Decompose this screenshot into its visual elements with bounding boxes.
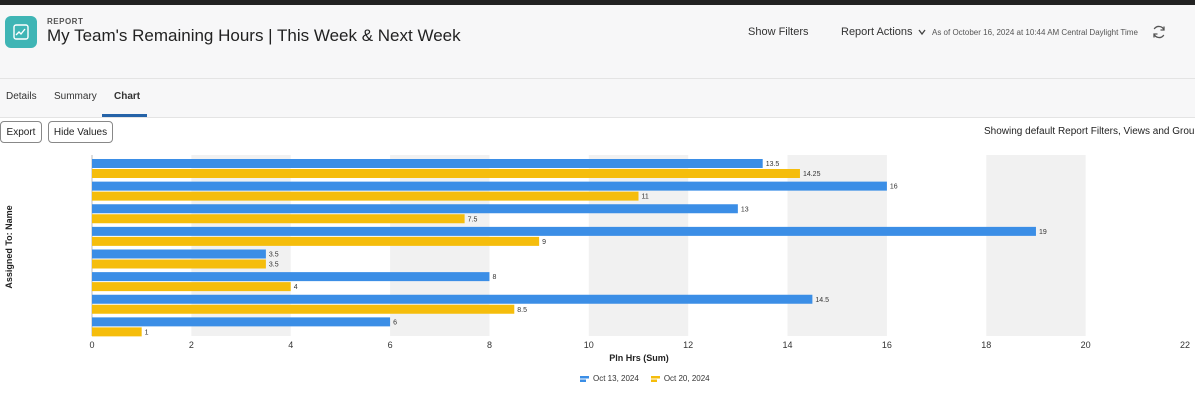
bar-series2 bbox=[92, 236, 540, 246]
x-tick-label: 6 bbox=[388, 340, 393, 350]
bar-series1 bbox=[92, 272, 490, 282]
legend-label-series1: Oct 13, 2024 bbox=[593, 374, 639, 383]
top-bar bbox=[0, 0, 1195, 5]
report-actions-button[interactable]: Report Actions bbox=[841, 26, 927, 38]
refresh-icon[interactable] bbox=[1151, 24, 1167, 40]
y-axis-title: Assigned To: Name bbox=[4, 205, 14, 288]
legend-item-series2[interactable]: Oct 20, 2024 bbox=[650, 374, 710, 383]
x-tick-label: 20 bbox=[1081, 340, 1091, 350]
bar-value-label: 3.5 bbox=[269, 252, 279, 259]
tab-chart[interactable]: Chart bbox=[114, 91, 141, 102]
legend-swatch-icon bbox=[650, 375, 660, 382]
default-filters-note: Showing default Report Filters, Views an… bbox=[984, 126, 1195, 137]
bar-value-label: 16 bbox=[890, 184, 898, 191]
bar-value-label: 8 bbox=[492, 274, 496, 281]
tab-details[interactable]: Details bbox=[6, 91, 37, 102]
tab-summary[interactable]: Summary bbox=[54, 91, 97, 102]
export-button[interactable]: Export bbox=[0, 121, 42, 143]
bar-value-label: 8.5 bbox=[517, 307, 527, 314]
legend-label-series2: Oct 20, 2024 bbox=[663, 374, 710, 383]
chart-legend: Oct 13, 2024 Oct 20, 2024 bbox=[580, 374, 710, 383]
bar-value-label: 13 bbox=[741, 206, 749, 213]
bar-value-label: 7.5 bbox=[468, 216, 478, 223]
x-tick-label: 4 bbox=[288, 340, 293, 350]
bar-series1 bbox=[92, 181, 887, 191]
x-tick-label: 12 bbox=[683, 340, 693, 350]
bar-value-label: 14.5 bbox=[815, 297, 829, 304]
legend-swatch-icon bbox=[580, 375, 589, 382]
bar-series2 bbox=[92, 191, 639, 201]
legend-item-series1[interactable]: Oct 13, 2024 bbox=[580, 374, 639, 383]
bar-value-label: 19 bbox=[1039, 229, 1047, 236]
bar-value-label: 1 bbox=[145, 329, 149, 336]
bar-series1 bbox=[92, 317, 391, 327]
bar-series1 bbox=[92, 294, 813, 304]
bar-series2 bbox=[92, 169, 800, 178]
x-tick-label: 16 bbox=[882, 340, 892, 350]
chevron-down-icon bbox=[918, 29, 926, 36]
x-tick-label: 8 bbox=[487, 340, 492, 350]
grid-band bbox=[986, 155, 1086, 336]
x-tick-label: 0 bbox=[89, 340, 94, 350]
bar-series2 bbox=[92, 282, 291, 292]
bar-value-label: 14.25 bbox=[803, 171, 821, 178]
bar-value-label: 13.5 bbox=[766, 161, 780, 168]
report-actions-label: Report Actions bbox=[841, 26, 913, 38]
hide-values-button[interactable]: Hide Values bbox=[48, 121, 113, 143]
x-tick-label: 14 bbox=[783, 340, 793, 350]
active-tab-indicator bbox=[102, 114, 147, 117]
bar-series2 bbox=[92, 304, 515, 314]
show-filters-button[interactable]: Show Filters bbox=[748, 26, 809, 38]
bar-series1 bbox=[92, 249, 266, 259]
bar-series2 bbox=[92, 214, 465, 224]
x-tick-label: 18 bbox=[981, 340, 991, 350]
report-chart-icon bbox=[5, 16, 37, 48]
bar-series1 bbox=[92, 159, 763, 168]
bar-value-label: 6 bbox=[393, 319, 397, 326]
report-kicker: REPORT bbox=[47, 17, 84, 26]
bar-series2 bbox=[92, 327, 142, 337]
bar-value-label: 9 bbox=[542, 239, 546, 246]
bar-series2 bbox=[92, 259, 266, 269]
page-title: My Team's Remaining Hours | This Week & … bbox=[47, 26, 461, 45]
report-tabs: Details Summary Chart bbox=[0, 79, 1195, 118]
x-tick-label: 22 bbox=[1180, 340, 1190, 350]
bar-value-label: 4 bbox=[294, 284, 298, 291]
x-tick-label: 10 bbox=[584, 340, 594, 350]
bar-value-label: 3.5 bbox=[269, 262, 279, 269]
bar-series1 bbox=[92, 204, 738, 214]
x-tick-label: 2 bbox=[189, 340, 194, 350]
report-header: REPORT My Team's Remaining Hours | This … bbox=[0, 5, 1195, 79]
as-of-timestamp: As of October 16, 2024 at 10:44 AM Centr… bbox=[932, 28, 1138, 37]
x-axis-title: Pln Hrs (Sum) bbox=[609, 353, 669, 363]
bar-value-label: 11 bbox=[642, 194, 649, 201]
bar-series1 bbox=[92, 226, 1036, 236]
